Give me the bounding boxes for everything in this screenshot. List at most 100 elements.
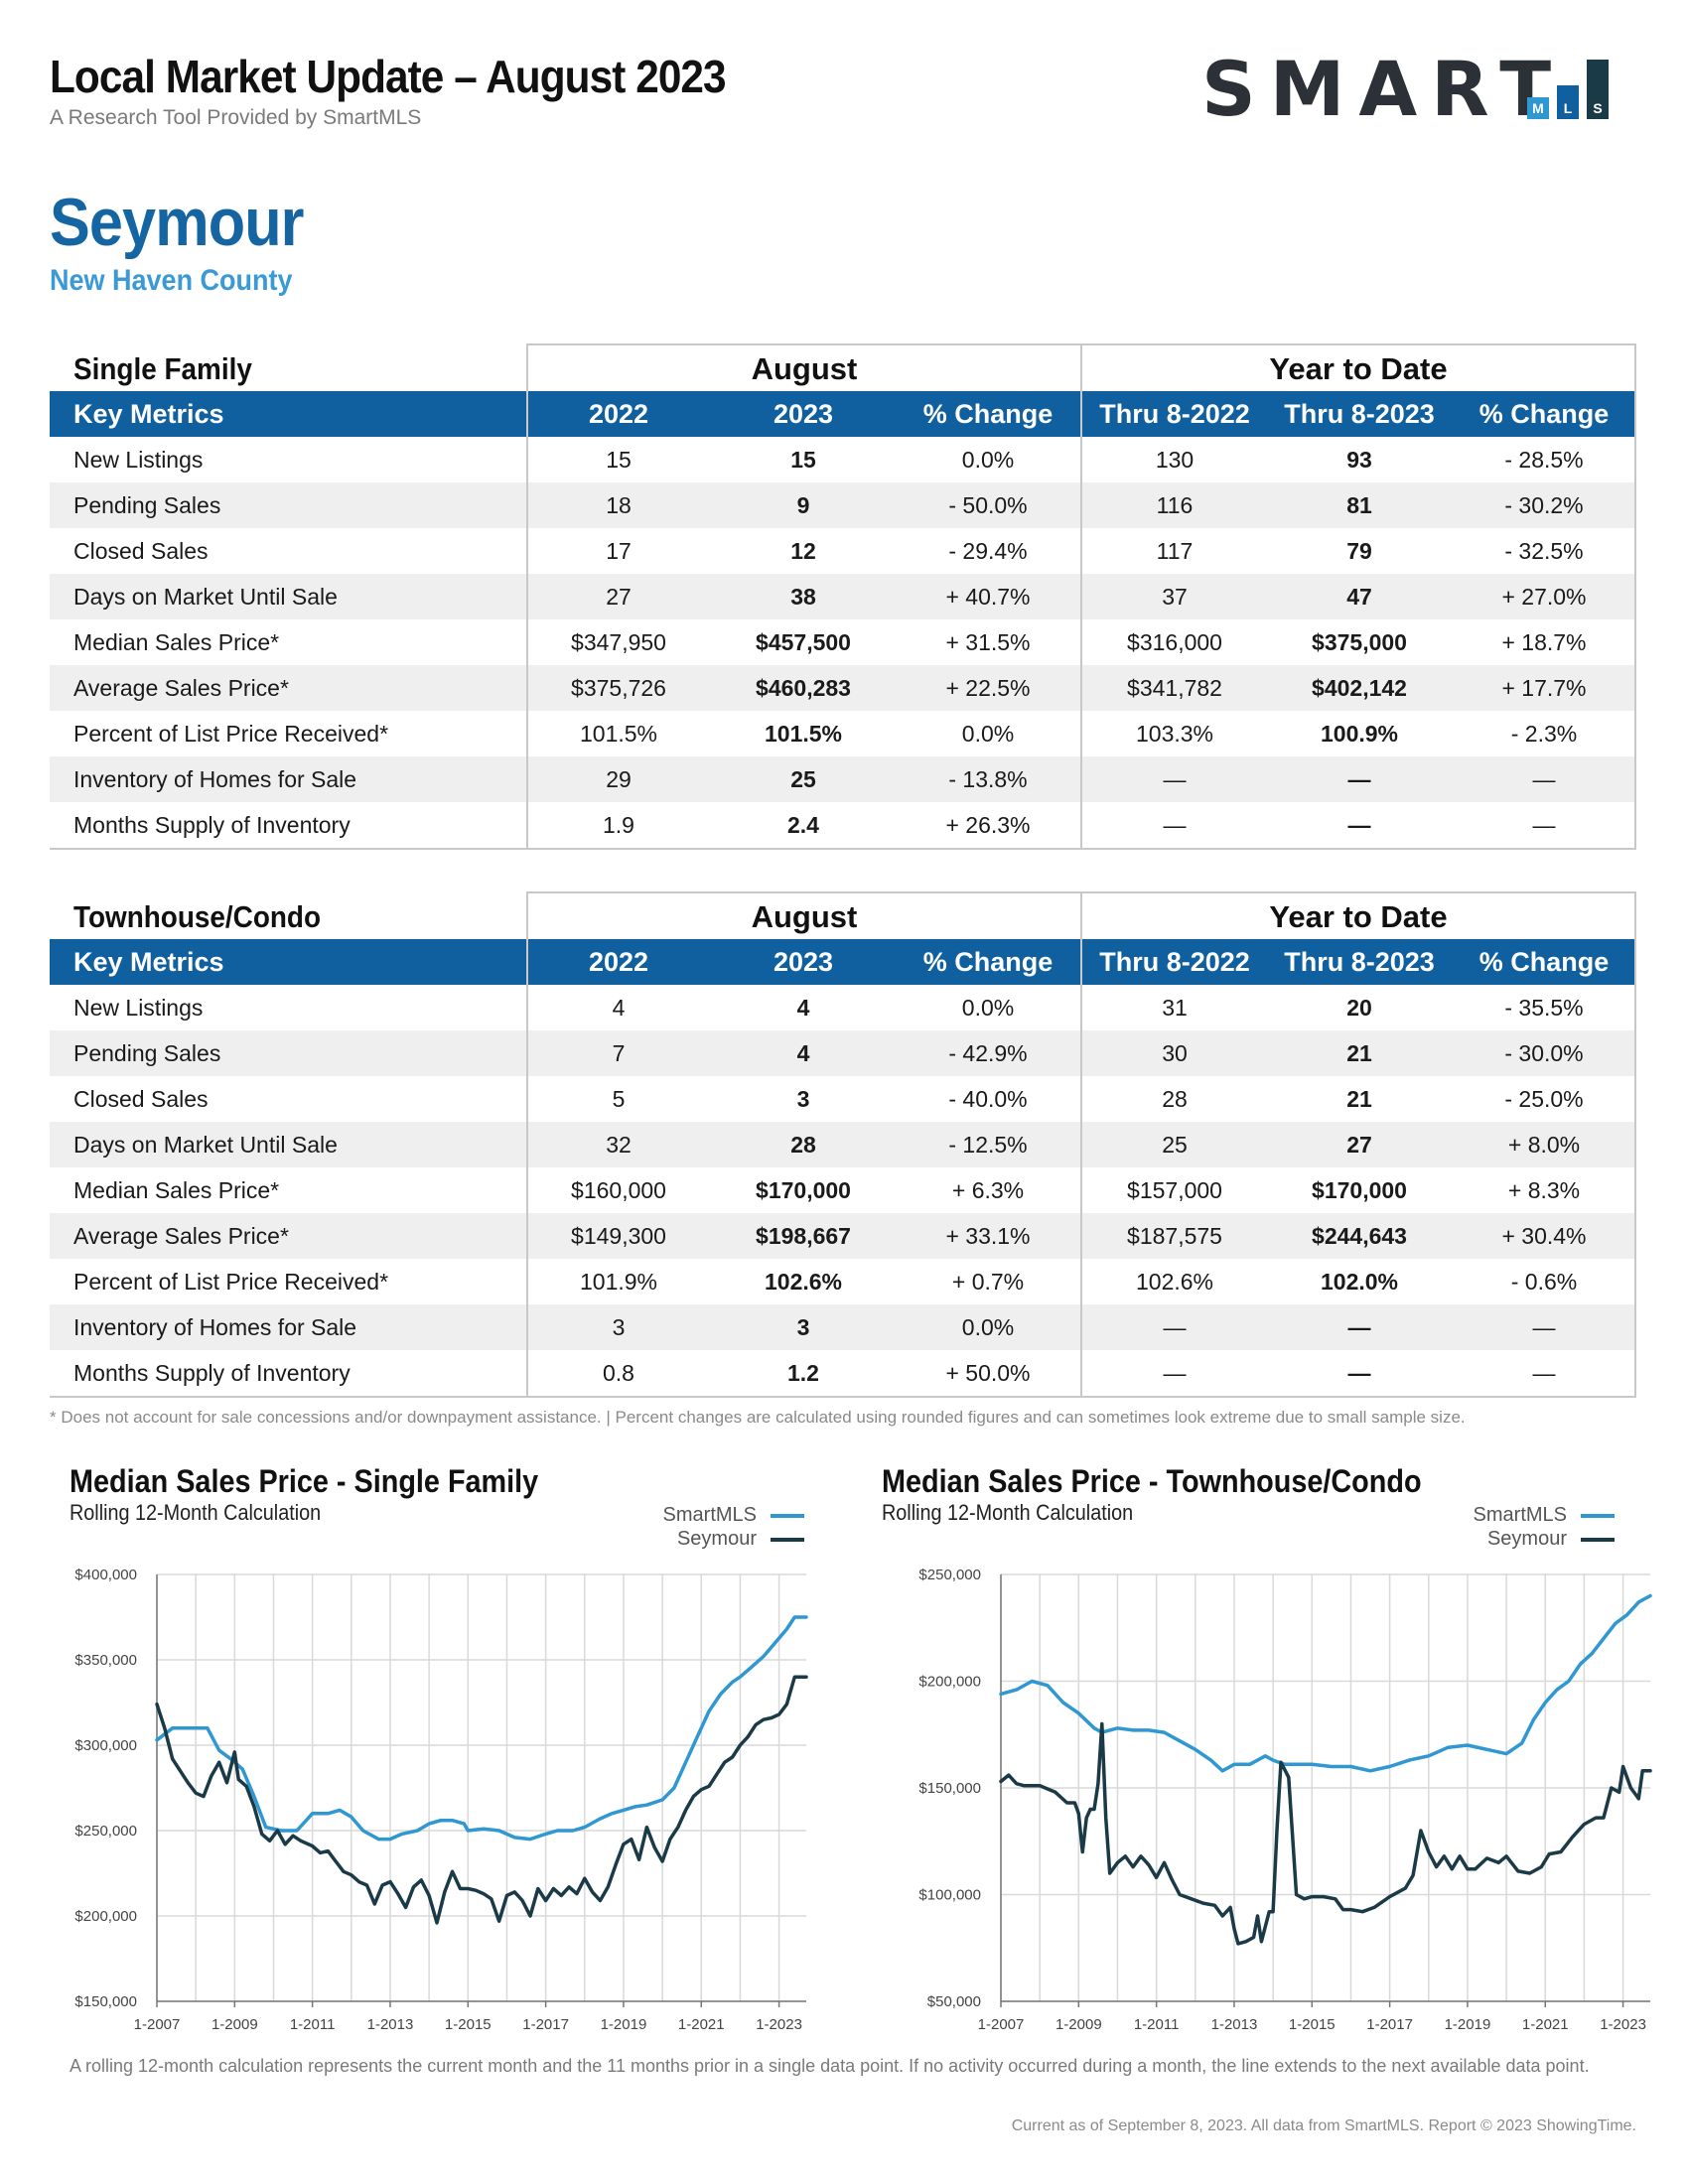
metric-value: - 12.5%: [948, 1132, 1028, 1158]
legend-item-smartmls: SmartMLS: [1396, 1503, 1615, 1527]
column-header: Thru 8-2022: [1099, 399, 1250, 429]
legend-swatch: [771, 1514, 804, 1518]
metric-value: - 30.2%: [1504, 492, 1584, 518]
table-header-row: Key Metrics 2022 2023 % Change Thru 8-2022 Th…: [50, 939, 1636, 985]
metric-value: 81: [1346, 492, 1372, 518]
column-header: 2022: [588, 947, 649, 977]
chart-single-family: $400,000 $350,000 $300,000 $250,000 $200,000…: [74, 1567, 808, 2033]
metric-value: 27: [1346, 1132, 1372, 1158]
table-divider: [1634, 391, 1636, 848]
x-tick-label: 1-2015: [1289, 2016, 1336, 2033]
metric-value: - 13.8%: [948, 766, 1028, 792]
table-row: Days on Market Until Sale 32 28 - 12.5% 25 27…: [50, 1122, 1636, 1167]
table-bottom-border: [50, 1396, 1636, 1398]
metric-value: - 2.3%: [1510, 721, 1578, 747]
y-tick-label: $400,000: [74, 1567, 137, 1583]
metric-value: 1.9: [603, 812, 634, 838]
metric-value: 3: [612, 1314, 626, 1340]
metric-value: $316,000: [1127, 629, 1222, 655]
metric-value: $341,782: [1127, 675, 1222, 701]
table-row: Average Sales Price* $149,300 $198,667 + 33…: [50, 1213, 1636, 1259]
metric-value: 102.6%: [1135, 1269, 1213, 1295]
y-tick-label: $200,000: [918, 1674, 981, 1691]
metric-value: —: [1532, 812, 1556, 838]
table-row: New Listings 15 15 0.0% 130 93 - 28.5%: [50, 437, 1636, 482]
metric-value: 31: [1162, 995, 1188, 1021]
metric-name: Percent of List Price Received*: [73, 1269, 389, 1295]
series-line-seymour: [999, 1721, 1652, 1946]
metric-value: 102.0%: [1320, 1269, 1398, 1295]
table-divider: [1080, 939, 1082, 1396]
metric-value: 117: [1156, 538, 1194, 564]
x-tick-label: 1-2007: [978, 2016, 1025, 2033]
logo-letter-m: M: [1527, 97, 1549, 119]
y-tick-label: $250,000: [918, 1567, 981, 1583]
period-august: August: [526, 343, 1082, 391]
metric-value: + 18.7%: [1501, 629, 1587, 655]
metric-value: - 30.0%: [1504, 1040, 1584, 1066]
x-tick-label: 1-2023: [756, 2016, 802, 2033]
column-header: Thru 8-2022: [1099, 947, 1250, 977]
column-header: 2022: [588, 399, 649, 429]
metric-value: 30: [1162, 1040, 1188, 1066]
x-tick-label: 1-2013: [1211, 2016, 1258, 2033]
metric-value: + 50.0%: [945, 1360, 1031, 1386]
metric-value: 3: [796, 1314, 810, 1340]
table-footnote: * Does not account for sale concessions …: [50, 1408, 1466, 1427]
column-header: % Change: [1478, 399, 1610, 429]
chart-townhouse-condo: $250,000 $200,000 $150,000 $100,000 $50,000 1…: [918, 1567, 1652, 2033]
table-row: Months Supply of Inventory 1.9 2.4 + 26.3% —…: [50, 802, 1636, 848]
metric-name: Average Sales Price*: [73, 675, 289, 701]
legend-swatch: [771, 1538, 804, 1542]
metric-value: + 8.3%: [1507, 1177, 1581, 1203]
column-header: 2023: [773, 947, 834, 977]
metric-value: $187,575: [1127, 1223, 1222, 1249]
logo-letter-l: L: [1557, 85, 1579, 119]
table-row: Average Sales Price* $375,726 $460,283 + 22…: [50, 665, 1636, 711]
chart-subtitle-single-family: Rolling 12-Month Calculation: [70, 1500, 322, 1525]
metric-value: 17: [606, 538, 632, 564]
chart-title-single-family: Median Sales Price - Single Family: [70, 1463, 539, 1499]
metric-name: Pending Sales: [73, 1040, 221, 1066]
column-header: % Change: [922, 947, 1054, 977]
table-header-row: Key Metrics 2022 2023 % Change Thru 8-2022 Th…: [50, 391, 1636, 437]
y-tick-label: $50,000: [927, 1993, 981, 2010]
table-row: Pending Sales 18 9 - 50.0% 116 81 - 30.2%: [50, 482, 1636, 528]
metric-value: 0.0%: [961, 1314, 1015, 1340]
metric-value: 15: [606, 447, 632, 473]
metric-value: - 29.4%: [948, 538, 1028, 564]
x-tick-label: 1-2015: [445, 2016, 492, 2033]
table-row: Months Supply of Inventory 0.8 1.2 + 50.0% —…: [50, 1350, 1636, 1396]
metric-value: —: [1347, 1314, 1371, 1340]
x-tick-label: 1-2019: [601, 2016, 647, 2033]
metric-value: + 0.7%: [951, 1269, 1025, 1295]
y-tick-label: $100,000: [918, 1887, 981, 1904]
table-title: Townhouse/Condo: [73, 899, 321, 934]
metric-name: New Listings: [73, 447, 204, 473]
y-tick-label: $200,000: [74, 1908, 137, 1925]
table-divider: [526, 939, 528, 1396]
metric-name: Days on Market Until Sale: [73, 584, 338, 610]
metric-value: 0.0%: [961, 447, 1015, 473]
metric-value: 101.9%: [579, 1269, 657, 1295]
column-header: % Change: [922, 399, 1054, 429]
metric-value: $457,500: [756, 629, 851, 655]
metric-value: $160,000: [571, 1177, 666, 1203]
table-row: Median Sales Price* $347,950 $457,500 + 31.…: [50, 619, 1636, 665]
chart-legend-single-family: SmartMLS Seymour: [586, 1503, 804, 1551]
metric-value: 21: [1346, 1086, 1372, 1112]
x-tick-label: 1-2017: [522, 2016, 569, 2033]
report-subtitle: A Research Tool Provided by SmartMLS: [50, 106, 422, 129]
smartmls-logo: SMART M L S: [1201, 50, 1628, 129]
series-line-smartmls: [999, 1593, 1652, 1773]
metric-value: - 35.5%: [1504, 995, 1584, 1021]
metric-value: 0.8: [603, 1360, 634, 1386]
period-year-to-date: Year to Date: [1080, 343, 1636, 391]
x-tick-label: 1-2011: [290, 2016, 336, 2033]
metric-value: 93: [1346, 447, 1372, 473]
metric-name: Median Sales Price*: [73, 1177, 280, 1203]
x-tick-label: 1-2009: [211, 2016, 258, 2033]
metric-value: $198,667: [756, 1223, 851, 1249]
x-tick-label: 1-2021: [678, 2016, 725, 2033]
legend-swatch: [1581, 1514, 1615, 1518]
